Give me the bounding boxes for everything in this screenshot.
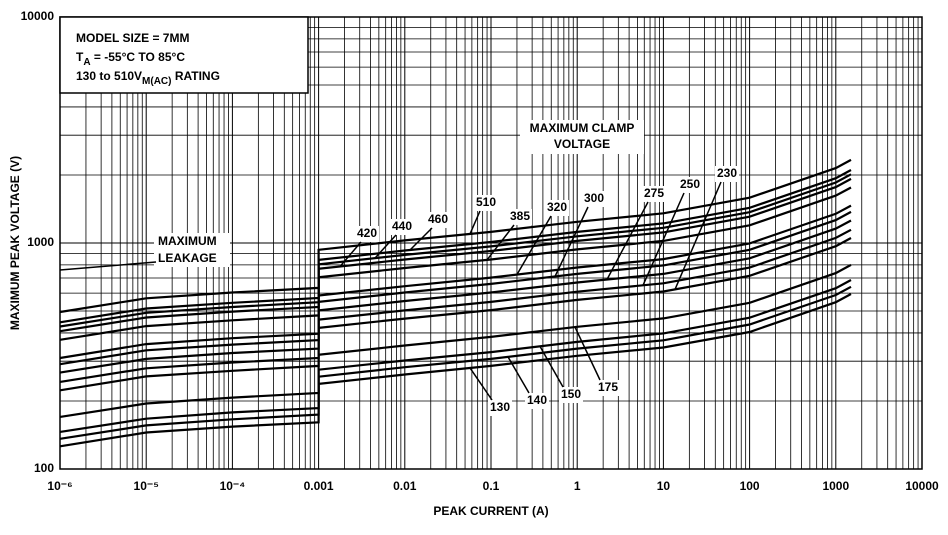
x-tick-label: 0.001 — [304, 479, 334, 493]
label-bg — [488, 400, 512, 416]
info-text-part: M(AC) — [142, 76, 171, 87]
curve-label: 130 — [490, 400, 510, 414]
info-text-part: T — [76, 50, 84, 64]
label-bg — [582, 191, 606, 207]
annotation: LEAKAGE — [158, 251, 217, 265]
curve — [59, 169, 852, 324]
curve — [59, 228, 852, 383]
curve-label: 320 — [547, 200, 567, 214]
info-text-part: MODEL SIZE = 7MM — [76, 31, 189, 45]
curve — [59, 173, 852, 328]
info-text: 130 to 510VM(AC) RATING — [76, 69, 220, 86]
curve — [59, 204, 852, 360]
curve — [59, 237, 852, 392]
curve — [59, 158, 852, 314]
x-tick-label: 100 — [740, 479, 760, 493]
leader-line — [574, 326, 601, 381]
curve-label: 440 — [392, 219, 412, 233]
leader-line — [606, 201, 649, 280]
label-bg — [508, 209, 532, 225]
leader-line — [674, 181, 722, 290]
x-tick-label: 10000 — [905, 479, 939, 493]
label-bg — [474, 195, 498, 211]
leader-line — [642, 192, 685, 286]
annotation: VOLTAGE — [554, 137, 610, 151]
info-text-part: = -55°C TO 85°C — [91, 50, 186, 64]
curve-label: 385 — [510, 209, 530, 223]
label-bg — [355, 226, 379, 242]
leader-line — [516, 215, 552, 275]
curve-label: 420 — [357, 226, 377, 240]
leader-line — [469, 367, 493, 401]
x-tick-label: 10⁻⁵ — [134, 479, 159, 493]
label-bg — [426, 212, 450, 228]
annotation: MAXIMUM — [158, 234, 217, 248]
y-tick-label: 100 — [34, 461, 54, 475]
y-axis-title: MAXIMUM PEAK VOLTAGE (V) — [8, 156, 22, 330]
curve — [59, 210, 852, 366]
curve — [59, 186, 852, 341]
curve-label: 250 — [680, 177, 700, 191]
label-bg — [596, 380, 620, 396]
leader-line — [507, 356, 530, 394]
x-tick-label: 0.01 — [393, 479, 417, 493]
leader-line — [554, 206, 589, 277]
x-tick-label: 10 — [657, 479, 671, 493]
curve — [59, 279, 852, 433]
label-bg — [678, 177, 702, 193]
leader-line — [339, 241, 362, 267]
curve — [59, 285, 852, 440]
label-bg — [520, 120, 644, 154]
label-bg — [715, 166, 739, 182]
curve — [59, 177, 852, 333]
label-bg — [154, 233, 230, 267]
curve-label: 275 — [644, 186, 664, 200]
info-text: MODEL SIZE = 7MM — [76, 31, 189, 45]
curve-label: 300 — [584, 191, 604, 205]
leader-line — [374, 234, 397, 259]
info-text-part: RATING — [171, 69, 219, 83]
x-tick-label: 1 — [574, 479, 581, 493]
curve-label: 140 — [527, 393, 547, 407]
curve-label: 150 — [561, 387, 581, 401]
curve-label: 460 — [428, 212, 448, 226]
leader-line — [469, 210, 481, 235]
curve — [59, 263, 852, 418]
info-box — [59, 16, 309, 94]
leader-line — [409, 227, 433, 251]
x-tick-label: 1000 — [822, 479, 849, 493]
annotation: MAXIMUM CLAMP — [530, 121, 635, 135]
info-text: TA = -55°C TO 85°C — [76, 50, 185, 67]
x-tick-label: 10⁻⁴ — [220, 479, 246, 493]
leader-line — [59, 261, 157, 271]
curve — [59, 293, 852, 448]
label-bg — [559, 387, 583, 403]
plot-frame — [59, 16, 923, 470]
x-tick-label: 10⁻⁶ — [47, 479, 72, 493]
leader-line — [539, 345, 564, 388]
curve-label: 510 — [476, 195, 496, 209]
curve-label: 230 — [717, 166, 737, 180]
label-bg — [390, 219, 414, 235]
y-tick-label: 1000 — [27, 235, 54, 249]
curve-label: 175 — [598, 380, 618, 394]
x-axis-title: PEAK CURRENT (A) — [433, 504, 548, 518]
info-text-part: 130 to 510V — [76, 69, 142, 83]
y-tick-label: 10000 — [21, 9, 55, 23]
label-bg — [545, 200, 569, 216]
label-bg — [525, 393, 549, 409]
label-bg — [642, 186, 666, 202]
curve — [59, 219, 852, 374]
info-text-part: A — [83, 57, 90, 68]
leader-line — [486, 224, 515, 261]
x-tick-label: 0.1 — [483, 479, 500, 493]
